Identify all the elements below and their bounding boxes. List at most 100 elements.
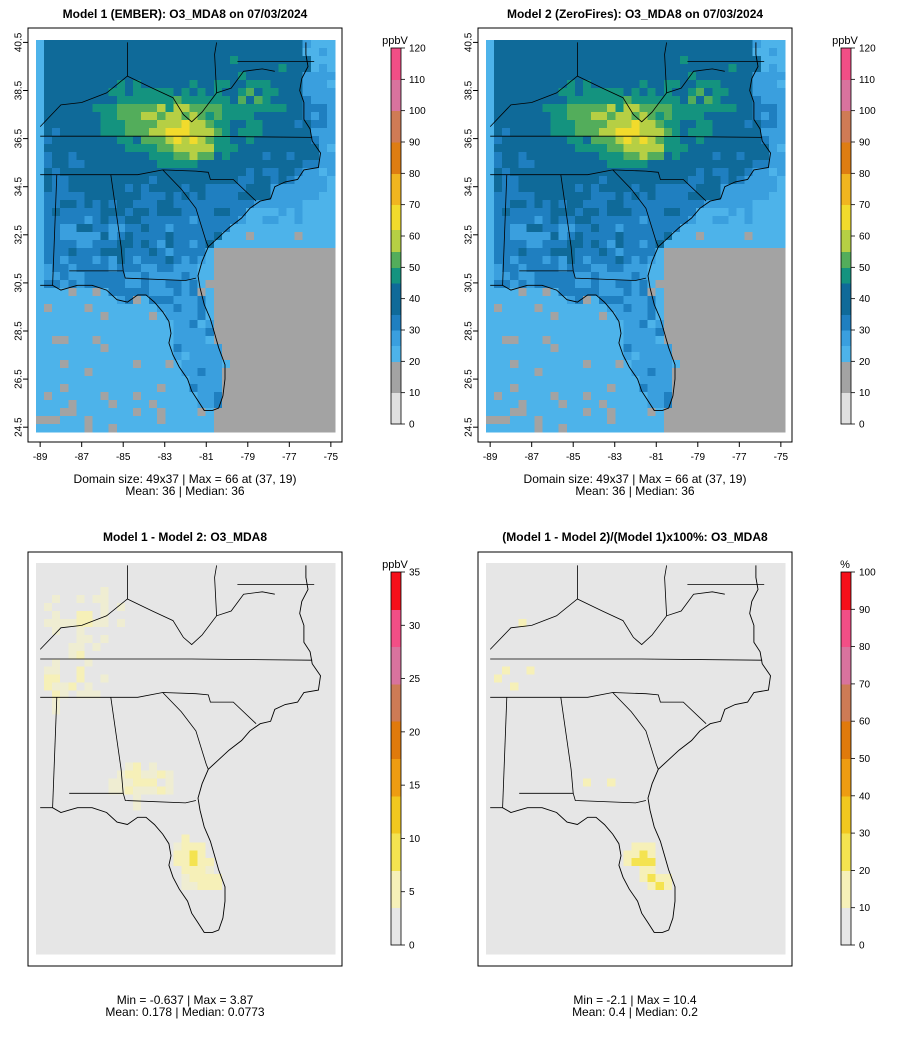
heatmap-cell	[286, 690, 296, 700]
colorbar-step	[391, 251, 401, 256]
heatmap-cell	[647, 64, 657, 73]
heatmap-cell	[278, 232, 288, 241]
heatmap-cell	[124, 610, 134, 620]
heatmap-cell	[92, 626, 102, 636]
heatmap-cell	[326, 248, 336, 257]
heatmap-cell	[318, 408, 328, 417]
heatmap-cell	[752, 336, 762, 345]
heatmap-cell	[318, 160, 328, 169]
heatmap-cell	[165, 144, 174, 153]
heatmap-cell	[286, 563, 296, 572]
heatmap-cell	[655, 400, 665, 409]
heatmap-cell	[149, 88, 158, 97]
heatmap-cell	[100, 152, 110, 161]
heatmap-cell	[623, 304, 633, 313]
heatmap-cell	[486, 136, 495, 145]
heatmap-cell	[92, 80, 102, 89]
heatmap-cell	[52, 240, 61, 249]
colorbar-step	[391, 57, 401, 62]
heatmap-cell	[768, 216, 778, 225]
heatmap-cell	[302, 408, 312, 417]
heatmap-cell	[76, 168, 86, 177]
heatmap-cell	[696, 240, 705, 249]
heatmap-cell	[310, 216, 320, 225]
heatmap-cell	[639, 424, 649, 433]
heatmap-cell	[165, 666, 174, 676]
heatmap-cell	[704, 304, 713, 313]
heatmap-cell	[326, 658, 336, 668]
heatmap-cell	[558, 304, 568, 313]
heatmap-cell	[157, 216, 166, 225]
heatmap-cell	[36, 570, 45, 580]
heatmap-cell	[696, 264, 705, 273]
heatmap-cell	[631, 240, 641, 249]
heatmap-cell	[310, 344, 320, 353]
heatmap-cell	[100, 48, 110, 57]
heatmap-cell	[550, 304, 560, 313]
heatmap-cell	[566, 376, 576, 385]
heatmap-cell	[132, 168, 142, 177]
heatmap-cell	[238, 272, 247, 281]
heatmap-cell	[679, 248, 689, 257]
heatmap-cell	[36, 208, 45, 217]
heatmap-cell	[68, 336, 77, 345]
heatmap-cell	[534, 288, 544, 297]
heatmap-cell	[262, 96, 271, 105]
heatmap-cell	[84, 706, 94, 716]
heatmap-cell	[262, 64, 271, 73]
heatmap-cell	[647, 384, 657, 393]
heatmap-cell	[229, 714, 239, 724]
heatmap-cell	[510, 240, 519, 249]
heatmap-cell	[84, 144, 94, 153]
heatmap-cell	[631, 96, 641, 105]
heatmap-cell	[246, 56, 255, 65]
heatmap-cell	[286, 416, 296, 425]
heatmap-cell	[213, 682, 223, 692]
heatmap-cell	[486, 72, 495, 81]
heatmap-cell	[663, 64, 673, 73]
heatmap-cell	[599, 416, 608, 425]
heatmap-cell	[679, 104, 689, 113]
heatmap-cell	[728, 88, 738, 97]
heatmap-cell	[760, 136, 770, 145]
heatmap-cell	[550, 96, 560, 105]
heatmap-cell	[181, 336, 191, 345]
heatmap-cell	[108, 208, 118, 217]
heatmap-cell	[494, 168, 503, 177]
heatmap-cell	[270, 416, 280, 425]
heatmap-cell	[599, 256, 608, 265]
heatmap-cell	[518, 136, 527, 145]
heatmap-cell	[663, 416, 673, 425]
heatmap-cell	[631, 392, 641, 401]
heatmap-cell	[494, 400, 503, 409]
heatmap-cell	[655, 136, 665, 145]
heatmap-cell	[647, 152, 657, 161]
heatmap-cell	[302, 152, 312, 161]
heatmap-cell	[318, 144, 328, 153]
heatmap-cell	[318, 706, 328, 716]
heatmap-cell	[173, 88, 183, 97]
heatmap-cell	[688, 264, 697, 273]
heatmap-cell	[36, 714, 45, 724]
heatmap-cell	[696, 96, 705, 105]
heatmap-cell	[132, 408, 142, 417]
heatmap-cell	[76, 184, 86, 193]
heatmap-cell	[696, 272, 705, 281]
heatmap-cell	[254, 674, 263, 684]
colorbar-step	[841, 314, 851, 318]
heatmap-cell	[486, 208, 495, 217]
heatmap-cell	[246, 698, 255, 708]
heatmap-cell	[213, 120, 223, 129]
heatmap-cell	[318, 72, 328, 81]
heatmap-cell	[238, 674, 247, 684]
heatmap-cell	[84, 392, 94, 401]
heatmap-cell	[671, 376, 681, 385]
heatmap-cell	[744, 72, 754, 81]
colorbar-step	[841, 273, 851, 278]
heatmap-cell	[173, 578, 183, 588]
heatmap-cell	[712, 264, 721, 273]
heatmap-cell	[728, 176, 738, 185]
heatmap-cell	[744, 200, 754, 209]
heatmap-cell	[768, 304, 778, 313]
heatmap-cell	[84, 216, 94, 225]
